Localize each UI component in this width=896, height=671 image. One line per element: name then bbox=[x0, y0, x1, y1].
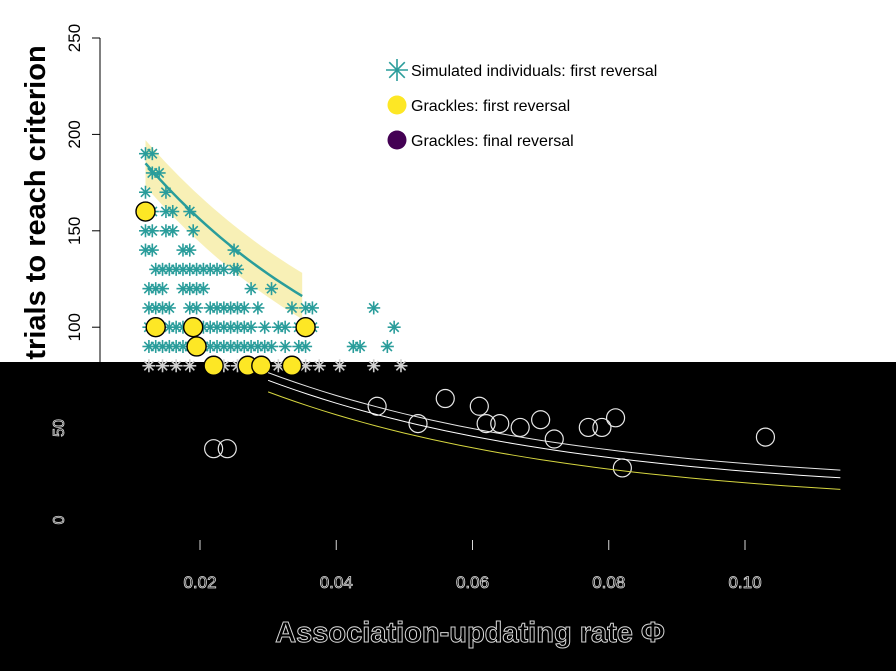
ghost-y-label: 50 bbox=[51, 419, 68, 437]
y-tick-label: 100 bbox=[65, 313, 84, 341]
grackle-first-point bbox=[135, 201, 156, 222]
simulated-point bbox=[265, 339, 279, 353]
x-tick-label: 0.02 bbox=[183, 573, 216, 592]
ghost-circle bbox=[469, 396, 489, 416]
simulated-point bbox=[353, 339, 367, 353]
simulated-point bbox=[162, 301, 176, 315]
simulated-point bbox=[367, 301, 381, 315]
ghost-circle bbox=[578, 417, 598, 438]
simulated-point bbox=[145, 147, 159, 161]
simulated-point bbox=[299, 339, 313, 353]
y-tick-label: 50 bbox=[65, 414, 84, 433]
x-axis-title: Association-updating rate Φ bbox=[275, 617, 665, 649]
simulated-point bbox=[156, 282, 170, 296]
simulated-point bbox=[190, 301, 204, 315]
grackle-first-point bbox=[145, 317, 166, 338]
y-tick-label: 0 bbox=[65, 515, 84, 524]
ghost-circle bbox=[510, 417, 530, 438]
x-tick-label: 0.08 bbox=[592, 573, 625, 592]
simulated-point bbox=[169, 359, 183, 373]
ghost-circle bbox=[531, 410, 551, 430]
simulated-point bbox=[278, 320, 292, 334]
simulated-point bbox=[159, 185, 173, 199]
ghost-circle bbox=[544, 429, 564, 449]
simulated-point bbox=[183, 359, 197, 373]
grackle-first-point bbox=[182, 317, 204, 338]
dark-rendering-band bbox=[0, 362, 896, 671]
legend-asterisk-icon bbox=[386, 59, 408, 81]
simulated-point bbox=[285, 301, 299, 315]
legend: Simulated individuals: first reversal Gra… bbox=[386, 59, 657, 150]
simulated-point bbox=[196, 282, 210, 296]
simulated-point bbox=[166, 224, 180, 238]
y-axis-title: Number of trials to reach criterion bbox=[20, 45, 52, 512]
x-tick-label: 0.10 bbox=[728, 573, 761, 592]
grackle-first-point bbox=[295, 317, 316, 338]
simulated-point bbox=[278, 339, 292, 353]
simulated-point bbox=[258, 320, 272, 334]
legend-label: Simulated individuals: first reversal bbox=[411, 63, 657, 80]
simulated-point bbox=[380, 339, 394, 353]
ghost-circle bbox=[490, 414, 510, 434]
x-tick-label: 0.06 bbox=[456, 573, 489, 592]
fit-band-layer bbox=[144, 140, 303, 320]
grackle-first-point bbox=[203, 355, 224, 376]
legend-label: Grackles: final reversal bbox=[411, 133, 574, 150]
simulated-point bbox=[183, 243, 197, 257]
simulated-point bbox=[394, 359, 408, 373]
ghost-fit-curve bbox=[267, 391, 841, 490]
grackle-first-point bbox=[281, 355, 303, 376]
ghost-circle bbox=[408, 414, 428, 434]
ghost-circle bbox=[476, 414, 496, 434]
y-tick-label: 250 bbox=[65, 24, 84, 52]
simulated-point bbox=[142, 359, 156, 373]
simulated-point bbox=[244, 282, 258, 296]
grackle-first-point bbox=[186, 336, 207, 357]
simulated-point bbox=[237, 301, 251, 315]
ghost-circle bbox=[217, 439, 237, 459]
simulated-point bbox=[217, 262, 231, 276]
simulated-point bbox=[387, 320, 401, 334]
simulated-point bbox=[145, 243, 159, 257]
ghost-circle bbox=[592, 417, 612, 438]
simulated-point bbox=[156, 359, 170, 373]
ghost-fit-curve bbox=[267, 372, 841, 471]
simulated-point bbox=[166, 205, 180, 219]
simulated-point bbox=[227, 243, 241, 257]
simulated-point bbox=[139, 185, 152, 199]
simulated-point bbox=[305, 301, 319, 315]
x-tick-label: 0.04 bbox=[320, 573, 353, 592]
simulated-point bbox=[265, 282, 279, 296]
simulated-point bbox=[186, 224, 200, 238]
simulated-point bbox=[312, 359, 326, 373]
y-tick-label: 150 bbox=[65, 217, 84, 245]
legend-yellow-circle-icon bbox=[387, 95, 407, 115]
simulated-point bbox=[367, 359, 381, 373]
simulated-point bbox=[145, 224, 159, 238]
legend-label: Grackles: first reversal bbox=[411, 98, 570, 115]
axes-layer: 0 50 100 150 200 250 Number of trials to reach… bbox=[20, 24, 762, 650]
points-layer bbox=[135, 147, 408, 376]
ghost-circle bbox=[435, 388, 455, 409]
simulated-point bbox=[152, 166, 166, 180]
simulated-point bbox=[333, 359, 347, 373]
ghost-circle bbox=[612, 458, 632, 478]
ghost-circle bbox=[367, 396, 387, 416]
ghost-circle bbox=[605, 408, 626, 428]
ghost-layer: 50 0 bbox=[51, 372, 841, 525]
fit-confidence-band bbox=[145, 140, 303, 320]
ghost-fit-curve bbox=[267, 379, 841, 479]
simulated-point bbox=[244, 320, 258, 334]
simulated-point bbox=[230, 262, 244, 276]
grackle-first-point bbox=[251, 355, 272, 376]
ghost-y-label: 0 bbox=[51, 515, 68, 524]
y-tick-label: 200 bbox=[65, 120, 84, 148]
ghost-circle bbox=[755, 427, 776, 447]
simulated-point bbox=[183, 205, 197, 219]
ghost-circle bbox=[204, 439, 224, 459]
legend-purple-circle-icon bbox=[387, 130, 407, 150]
simulated-point bbox=[251, 301, 265, 315]
